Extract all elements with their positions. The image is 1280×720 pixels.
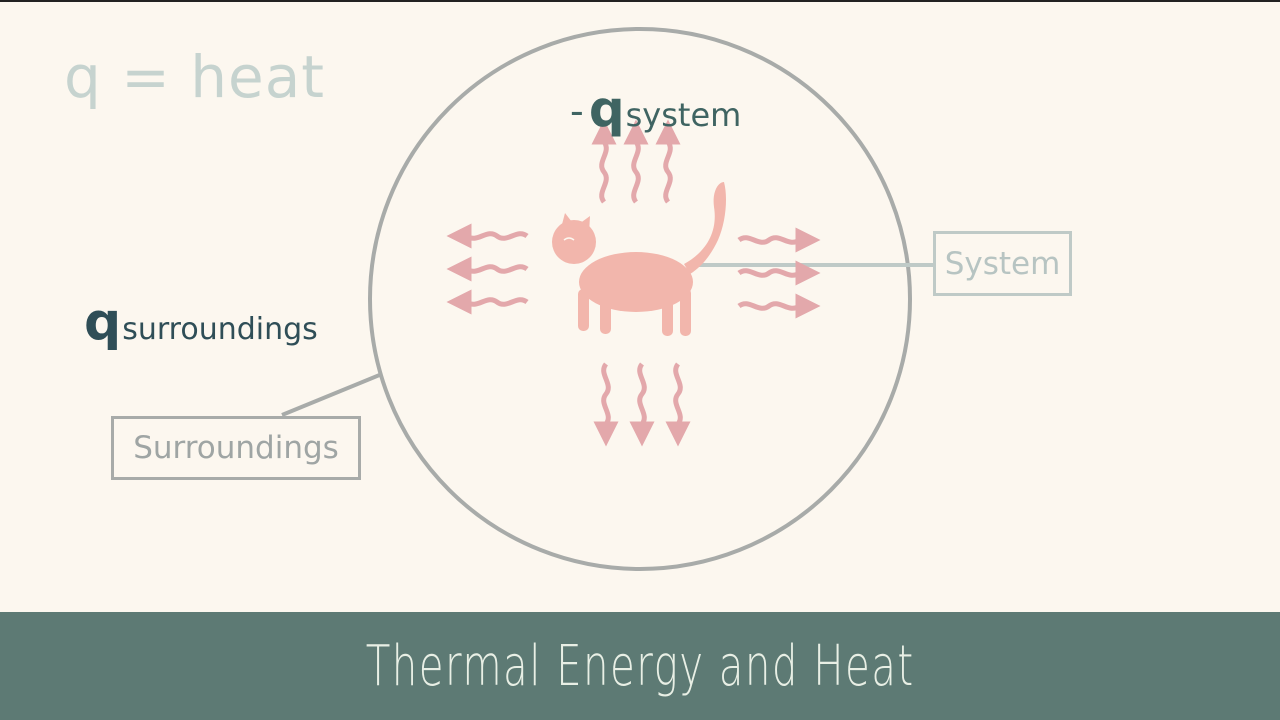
q-symbol: q — [588, 80, 625, 138]
q-surroundings-label: qsurroundings — [84, 292, 318, 352]
slide-title: Thermal Energy and Heat — [365, 633, 915, 699]
heat-arrow-left-3 — [446, 289, 529, 315]
heat-arrow-up-1 — [591, 119, 617, 204]
heat-arrow-up-2 — [623, 119, 649, 204]
cat-icon — [552, 182, 726, 336]
surroundings-subscript: surroundings — [122, 312, 318, 347]
heat-arrow-down-1 — [593, 362, 619, 447]
heat-definition-text: q = heat — [64, 43, 326, 111]
heat-arrow-right-3 — [737, 293, 821, 319]
negative-q-system-label: - qsystem — [570, 80, 741, 138]
heat-arrows-left — [446, 223, 529, 315]
system-label-box: System — [933, 231, 1072, 296]
heat-arrow-right-2 — [737, 260, 821, 286]
heat-arrow-down-3 — [665, 362, 691, 447]
minus-sign: - — [570, 89, 584, 133]
heat-arrow-down-2 — [629, 362, 655, 447]
heat-arrows-right — [737, 227, 821, 319]
title-banner: Thermal Energy and Heat — [0, 612, 1280, 720]
surroundings-boundary-circle — [368, 27, 912, 571]
heat-arrow-left-2 — [446, 256, 529, 282]
heat-arrow-up-3 — [655, 119, 681, 204]
heat-arrows-up — [591, 119, 681, 204]
heat-arrow-left-1 — [446, 223, 529, 249]
q-symbol: q — [84, 292, 122, 352]
system-subscript: system — [625, 96, 742, 134]
surroundings-pointer-line — [281, 372, 383, 417]
surroundings-label-box: Surroundings — [111, 416, 361, 480]
heat-arrows-down — [593, 362, 691, 447]
heat-arrow-right-1 — [737, 227, 821, 253]
diagram-area: q = heat - qsystem qsurroundings System … — [0, 0, 1280, 571]
system-surroundings-diagram — [281, 27, 933, 571]
